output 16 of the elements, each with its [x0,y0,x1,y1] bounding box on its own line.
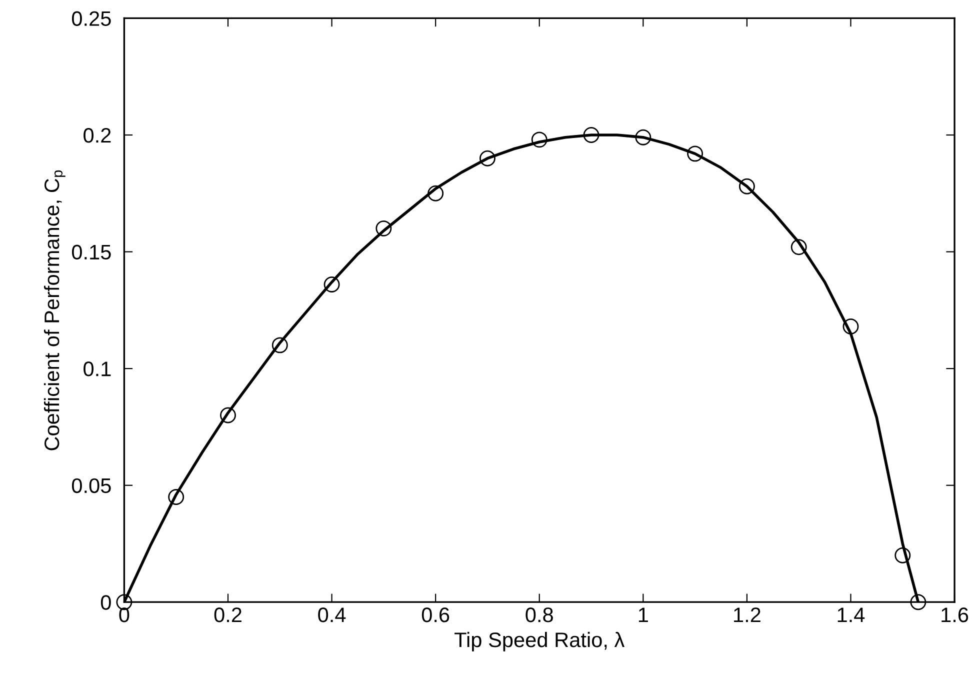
y-tick-label: 0.05 [72,478,111,494]
x-tick-label: 0.2 [214,608,242,622]
x-tick-label: 1.6 [942,608,968,622]
x-axis-title: Tip Speed Ratio, λ [454,632,624,652]
y-tick-label: 0.15 [72,244,111,260]
y-tick-label: 0.25 [72,11,111,26]
x-tick-label: 1.4 [838,608,865,622]
y-axis-title: Coefficient of Performance, C$_{p}$ [44,170,66,450]
y-tick-label: 0.2 [84,128,111,143]
x-tick-label: 1 [638,608,648,622]
x-tick-label: 0.6 [422,608,450,622]
y-tick-label: 0 [100,595,111,610]
y-tick-label: 0.1 [84,362,111,376]
x-tick-label: 1.2 [734,608,760,622]
x-tick-label: 0.8 [526,608,553,622]
x-tick-label: 0.4 [318,608,346,622]
